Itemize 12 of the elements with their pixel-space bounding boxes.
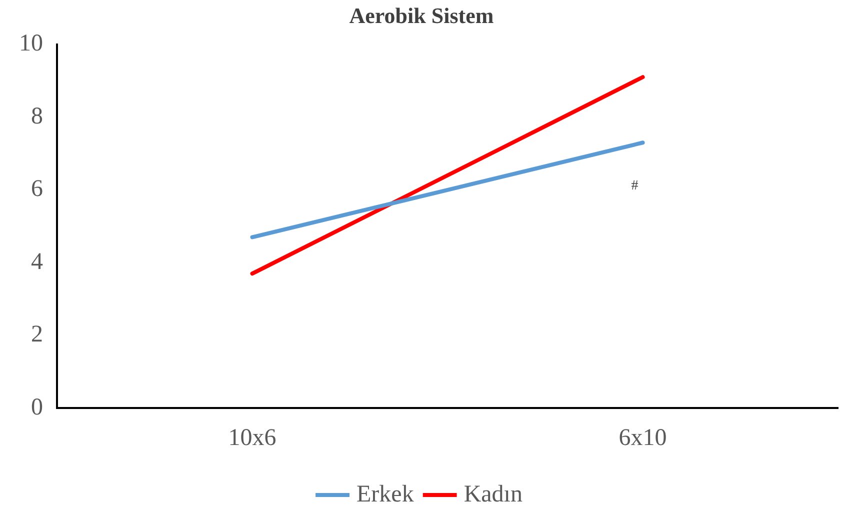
legend-label: Erkek — [356, 481, 414, 508]
y-tick-label: 0 — [31, 394, 43, 420]
y-tick-label: 6 — [31, 176, 43, 202]
y-tick-label: 2 — [31, 322, 43, 348]
x-tick-label: 10x6 — [228, 424, 276, 451]
y-tick-label: 10 — [19, 30, 43, 57]
chart-title: Aerobik Sistem — [349, 2, 494, 28]
legend-label: Kadın — [464, 481, 522, 508]
x-tick-label: 6x10 — [618, 424, 667, 451]
y-tick-label: 8 — [31, 103, 43, 130]
annotation: # — [631, 178, 638, 194]
y-tick-label: 4 — [31, 248, 43, 275]
